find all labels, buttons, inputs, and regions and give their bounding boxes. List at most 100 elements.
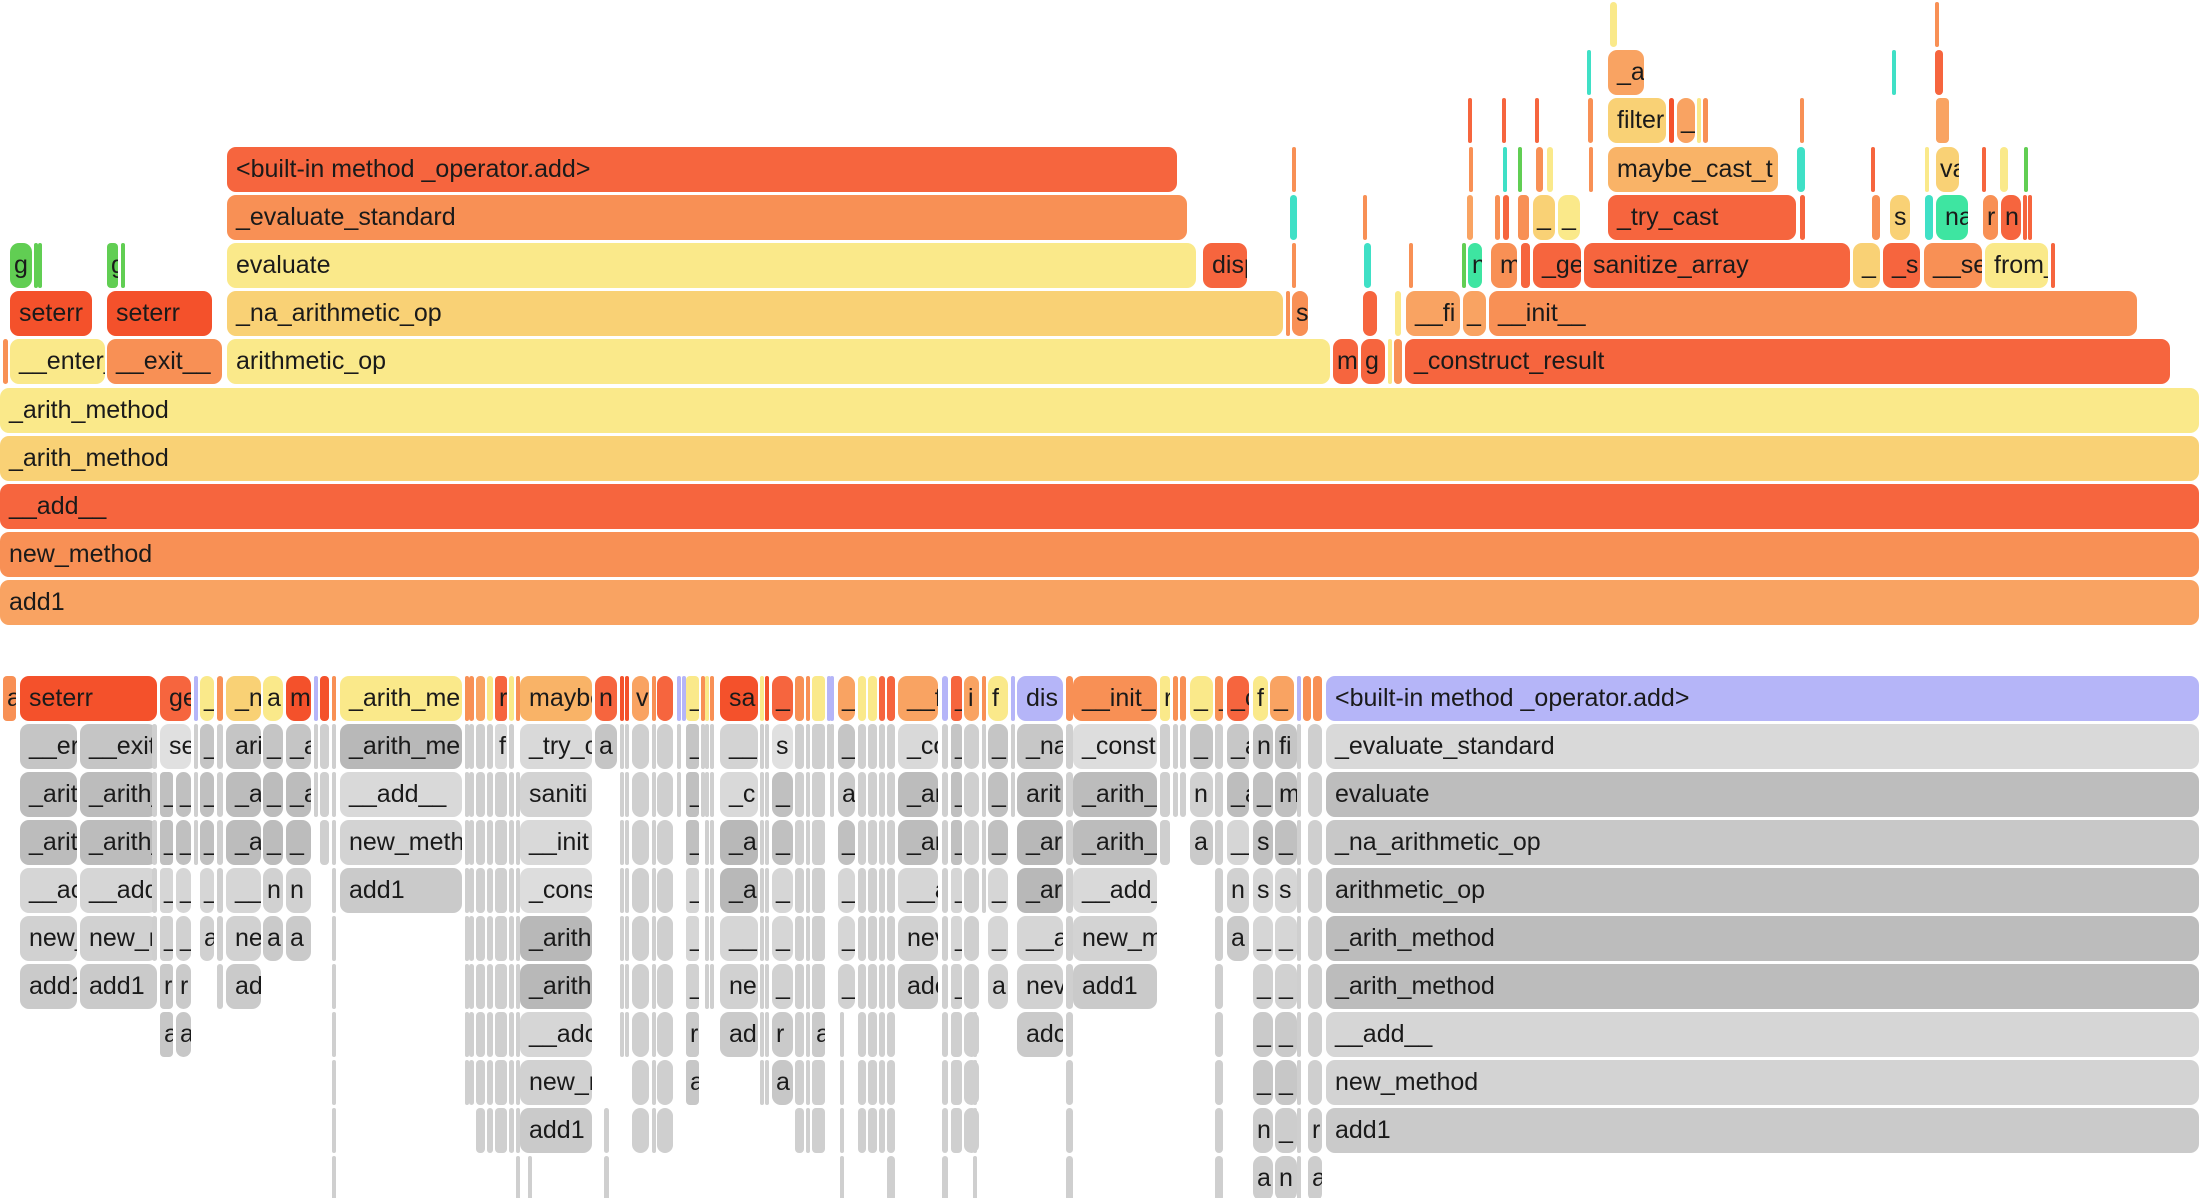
caller-sliver[interactable] bbox=[476, 868, 485, 913]
caller-cell[interactable]: _ bbox=[838, 964, 855, 1009]
caller-sliver[interactable] bbox=[495, 1108, 507, 1153]
caller-cell[interactable]: _ bbox=[951, 916, 962, 961]
caller-sliver[interactable] bbox=[516, 1156, 520, 1198]
caller-cell[interactable]: a bbox=[1253, 1156, 1273, 1198]
caller-sliver[interactable] bbox=[620, 820, 624, 865]
caller-cell[interactable]: __ bbox=[1227, 820, 1249, 865]
flame-block[interactable] bbox=[2051, 243, 2055, 288]
caller-sliver[interactable] bbox=[632, 1012, 649, 1057]
caller-sliver[interactable] bbox=[710, 820, 714, 865]
caller-sliver[interactable] bbox=[942, 724, 948, 769]
caller-sliver[interactable] bbox=[1308, 916, 1322, 961]
caller-cell[interactable]: arit bbox=[1017, 772, 1063, 817]
caller-sliver[interactable] bbox=[840, 1108, 844, 1153]
caller-cell[interactable]: r bbox=[1308, 1108, 1322, 1153]
caller-sliver[interactable] bbox=[495, 1012, 507, 1057]
caller-sliver[interactable] bbox=[509, 820, 514, 865]
caller-cell[interactable]: _ bbox=[1275, 1060, 1297, 1105]
caller-cell[interactable]: nev bbox=[898, 916, 938, 961]
caller-sliver[interactable] bbox=[509, 868, 514, 913]
caller-cell[interactable]: arithmetic_op bbox=[1326, 868, 2199, 913]
caller-sliver[interactable] bbox=[1066, 1012, 1073, 1057]
caller-cell[interactable]: _arith_ bbox=[1073, 772, 1157, 817]
caller-column-header[interactable]: r bbox=[495, 676, 507, 721]
flame-block[interactable] bbox=[1800, 98, 1804, 144]
caller-sliver[interactable] bbox=[332, 1060, 336, 1105]
caller-sliver[interactable] bbox=[152, 724, 157, 769]
flame-block[interactable] bbox=[1467, 194, 1473, 240]
caller-sliver[interactable] bbox=[887, 1060, 895, 1105]
caller-sliver[interactable] bbox=[516, 1012, 520, 1057]
caller-sliver[interactable] bbox=[1215, 868, 1223, 913]
caller-column-header[interactable]: _arith_me bbox=[340, 676, 462, 721]
flame-block[interactable] bbox=[1587, 50, 1591, 96]
caller-cell[interactable]: r bbox=[176, 964, 191, 1009]
caller-sliver[interactable] bbox=[516, 1108, 520, 1153]
caller-cell[interactable]: ari bbox=[226, 724, 261, 769]
caller-sliver[interactable] bbox=[887, 1012, 895, 1057]
caller-sliver[interactable] bbox=[1173, 772, 1178, 817]
caller-cell[interactable]: _ bbox=[263, 820, 283, 865]
caller-cell[interactable]: saniti bbox=[520, 772, 592, 817]
caller-cell[interactable]: _ bbox=[1275, 1012, 1297, 1057]
caller-sliver[interactable] bbox=[487, 1060, 493, 1105]
caller-cell[interactable]: _ bbox=[176, 820, 191, 865]
caller-sliver[interactable] bbox=[1180, 724, 1186, 769]
flame-block[interactable]: na bbox=[1936, 194, 1968, 240]
caller-sliver[interactable] bbox=[765, 868, 769, 913]
caller-column-header[interactable]: _ bbox=[838, 676, 855, 721]
caller-sliver[interactable] bbox=[632, 820, 649, 865]
caller-cell[interactable]: se bbox=[160, 724, 191, 769]
caller-sliver[interactable] bbox=[495, 868, 507, 913]
caller-sliver[interactable] bbox=[765, 772, 769, 817]
caller-column-header[interactable]: n bbox=[595, 676, 617, 721]
flame-block[interactable] bbox=[1935, 50, 1943, 96]
caller-sliver[interactable] bbox=[973, 1156, 977, 1198]
caller-cell[interactable]: _ bbox=[200, 772, 214, 817]
caller-column-header[interactable] bbox=[705, 676, 709, 721]
flame-block[interactable] bbox=[1797, 146, 1805, 192]
flame-block[interactable]: __enter_ bbox=[10, 339, 105, 385]
caller-cell[interactable]: a bbox=[200, 916, 214, 961]
caller-sliver[interactable] bbox=[465, 964, 469, 1009]
caller-cell[interactable]: __a bbox=[898, 868, 938, 913]
caller-cell[interactable]: _ bbox=[160, 820, 173, 865]
caller-sliver[interactable] bbox=[942, 772, 948, 817]
caller-sliver[interactable] bbox=[657, 1060, 673, 1105]
caller-sliver[interactable] bbox=[320, 820, 329, 865]
caller-sliver[interactable] bbox=[879, 1012, 885, 1057]
caller-sliver[interactable] bbox=[217, 916, 223, 961]
caller-cell[interactable]: n bbox=[1253, 724, 1273, 769]
caller-column-header[interactable] bbox=[1297, 676, 1301, 721]
caller-sliver[interactable] bbox=[516, 1060, 520, 1105]
caller-sliver[interactable] bbox=[152, 868, 157, 913]
caller-sliver[interactable] bbox=[879, 1108, 885, 1153]
caller-sliver[interactable] bbox=[982, 820, 986, 865]
caller-sliver[interactable] bbox=[806, 724, 810, 769]
caller-sliver[interactable] bbox=[516, 820, 520, 865]
caller-cell[interactable]: _ bbox=[200, 724, 214, 769]
caller-cell[interactable]: _ bbox=[1275, 820, 1297, 865]
caller-cell[interactable]: r bbox=[686, 1012, 699, 1057]
caller-sliver[interactable] bbox=[657, 1108, 673, 1153]
caller-column-header[interactable] bbox=[677, 676, 681, 721]
caller-sliver[interactable] bbox=[487, 1012, 493, 1057]
caller-sliver[interactable] bbox=[858, 1060, 866, 1105]
caller-sliver[interactable] bbox=[868, 1108, 877, 1153]
caller-cell[interactable]: _ bbox=[286, 820, 311, 865]
caller-sliver[interactable] bbox=[879, 964, 885, 1009]
caller-sliver[interactable] bbox=[812, 772, 825, 817]
caller-sliver[interactable] bbox=[217, 964, 223, 1009]
caller-sliver[interactable] bbox=[710, 868, 714, 913]
caller-sliver[interactable] bbox=[1308, 1060, 1322, 1105]
caller-sliver[interactable] bbox=[625, 916, 629, 961]
flame-block[interactable] bbox=[2000, 146, 2008, 192]
caller-sliver[interactable] bbox=[951, 1060, 962, 1105]
flame-block[interactable] bbox=[1292, 243, 1296, 288]
caller-sliver[interactable] bbox=[982, 868, 986, 913]
flame-block[interactable] bbox=[1892, 50, 1896, 96]
caller-cell[interactable]: _ bbox=[988, 772, 1008, 817]
caller-sliver[interactable] bbox=[632, 1060, 649, 1105]
caller-sliver[interactable] bbox=[1066, 868, 1073, 913]
caller-cell[interactable]: __er bbox=[20, 724, 77, 769]
